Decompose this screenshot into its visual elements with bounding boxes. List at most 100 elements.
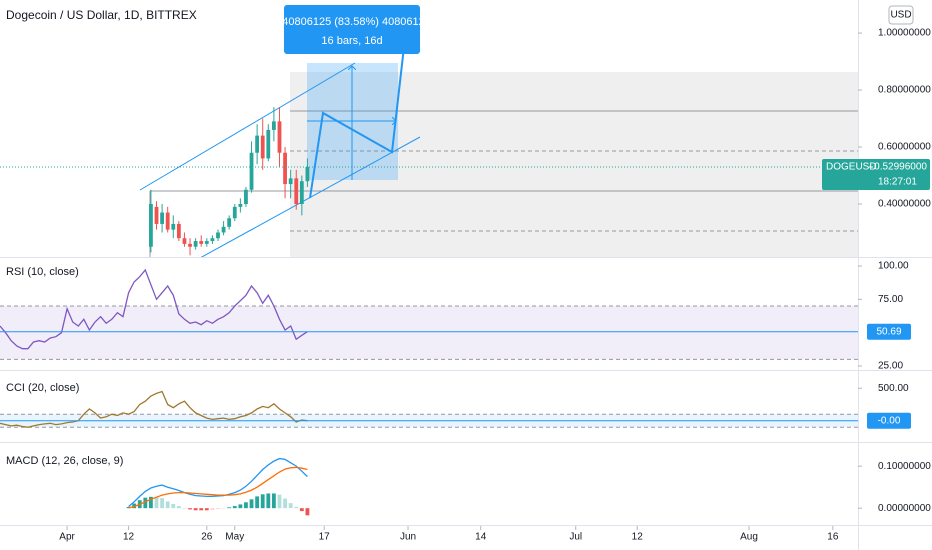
x-tick-label: May	[225, 532, 244, 543]
last-value-label: -0.00	[878, 415, 901, 426]
histogram-bar	[249, 499, 254, 509]
histogram-bar	[221, 508, 226, 509]
currency[interactable]: USD	[890, 10, 911, 21]
histogram-bar	[277, 494, 282, 509]
x-tick-label: Jul	[569, 532, 582, 543]
x-tick-label: 12	[632, 532, 644, 543]
band-fill	[0, 306, 858, 360]
pane	[0, 390, 858, 428]
chart-title: Dogecoin / US Dollar, 1D, BITTREX	[6, 8, 197, 22]
pane	[126, 457, 310, 516]
candle-body	[154, 206, 159, 224]
histogram-bar	[193, 508, 198, 511]
candle-body	[249, 152, 254, 190]
indicator-line	[0, 268, 308, 350]
y-tick-label: 1.00000000	[878, 28, 931, 39]
indicator-title: MACD (12, 26, close, 9)	[6, 455, 123, 467]
last-value-badge	[867, 323, 911, 340]
candle-body	[160, 212, 164, 224]
candle-body	[271, 121, 276, 130]
measure-tooltip	[284, 5, 420, 54]
indicator-title: RSI (10, close)	[6, 266, 79, 278]
last-value-badge	[867, 412, 911, 429]
histogram-bar	[305, 508, 310, 516]
histogram-bar	[210, 508, 215, 510]
y-tick-label: 0.40000000	[878, 199, 931, 210]
pane	[0, 107, 858, 256]
histogram-bar	[283, 498, 287, 509]
candle-body	[182, 238, 187, 244]
x-tick-label: 12	[123, 532, 135, 543]
pane	[0, 268, 858, 360]
histogram-bar	[149, 496, 153, 509]
histogram-bar	[171, 503, 176, 509]
currency-button[interactable]	[888, 5, 914, 25]
projection-path	[309, 37, 406, 199]
candle-body	[216, 232, 220, 239]
price-value: 0.52996000	[874, 162, 927, 173]
candle-body	[283, 152, 287, 185]
histogram-bar	[165, 501, 170, 509]
drawings	[139, 37, 858, 257]
y-tick-label: 0.00000000	[878, 503, 931, 514]
y-tick-label: 75.00	[878, 294, 903, 305]
y-tick-label: 0.60000000	[878, 142, 931, 153]
x-tick-label: Jun	[400, 532, 416, 543]
histogram-bar	[154, 497, 159, 509]
candle-body	[238, 204, 243, 207]
histogram-bar	[255, 496, 260, 509]
candle-body	[244, 189, 248, 205]
x-tick-label: 26	[201, 532, 213, 543]
candle-body	[176, 223, 181, 239]
indicator-line	[128, 457, 308, 507]
histogram-bar	[266, 493, 271, 509]
candle-body	[171, 223, 176, 230]
candle-body	[165, 212, 170, 230]
histogram-bar	[227, 507, 232, 509]
histogram-bar	[204, 508, 209, 511]
x-tick-label: Apr	[59, 532, 75, 543]
histogram-bar	[216, 508, 220, 510]
candle-body	[227, 218, 232, 227]
histogram-bar	[143, 497, 148, 509]
x-tick-label: Aug	[740, 532, 758, 543]
histogram-bar	[238, 504, 243, 509]
x-tick-label: 16	[827, 532, 839, 543]
candle-body	[294, 178, 299, 205]
candle-body	[188, 243, 192, 247]
candle-body	[232, 206, 237, 219]
x-tick-label: 17	[319, 532, 331, 543]
candle-body	[193, 241, 198, 247]
price-symbol: DOGEUSD	[826, 162, 877, 173]
candle-body	[299, 181, 304, 205]
histogram-bar	[288, 503, 293, 509]
candle-body	[277, 121, 282, 153]
histogram-bar	[244, 502, 248, 509]
last-value-label: 50.69	[876, 326, 901, 337]
candle-body	[305, 166, 310, 182]
histogram-bar	[294, 506, 299, 509]
histogram-bar	[260, 494, 265, 509]
measure-text: 0.40806125 (83.58%) 40806125	[273, 16, 431, 28]
histogram-bar	[188, 508, 192, 510]
histogram-bar	[271, 493, 276, 509]
histogram-bar	[232, 506, 237, 509]
candle-body	[266, 129, 271, 159]
indicator-line	[128, 466, 308, 509]
channel-line	[139, 62, 356, 191]
price-countdown: 18:27:01	[878, 177, 917, 188]
y-tick-label: 100.00	[878, 261, 909, 272]
y-tick-label: 0.80000000	[878, 85, 931, 96]
histogram-bar	[299, 508, 304, 512]
candle-body	[210, 238, 215, 242]
measure-span: 16 bars, 16d	[321, 35, 382, 47]
histogram-bar	[182, 508, 187, 509]
histogram-bar	[160, 498, 164, 509]
candle-body	[149, 204, 153, 247]
candle-body	[199, 241, 204, 244]
y-tick-label: 0.10000000	[878, 461, 931, 472]
histogram-bar	[199, 508, 204, 511]
price-badge	[822, 158, 930, 190]
candle-body	[204, 241, 209, 244]
